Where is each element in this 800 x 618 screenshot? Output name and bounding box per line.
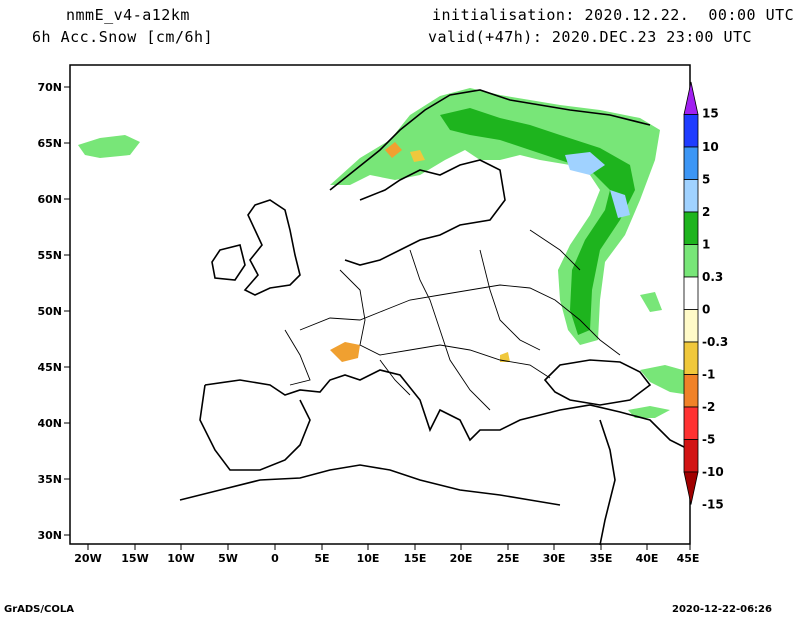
footer-left: GrADS/COLA: [4, 604, 74, 615]
legend-label: -1: [702, 368, 715, 382]
lon-label: 10E: [357, 552, 380, 565]
legend-label: -10: [702, 465, 724, 479]
legend-swatch: [683, 406, 699, 440]
lat-label: 65N: [37, 137, 62, 150]
snow-shading: [78, 88, 690, 418]
footer-right: 2020-12-22-06:26: [672, 604, 772, 615]
lon-label: 15E: [404, 552, 427, 565]
lon-label: 20E: [450, 552, 473, 565]
legend-swatch: [683, 471, 699, 505]
legend-swatch: [683, 374, 699, 408]
legend-label: 0: [702, 303, 710, 317]
lon-label: 20W: [74, 552, 101, 565]
lat-axis: [64, 86, 70, 536]
lat-label: 45N: [37, 361, 62, 374]
legend-label: 1: [702, 238, 710, 252]
legend-swatch: [683, 439, 699, 473]
lat-label: 35N: [37, 473, 62, 486]
legend-label: 15: [702, 107, 719, 121]
lon-label: 40E: [636, 552, 659, 565]
lon-label: 5W: [218, 552, 238, 565]
legend-swatch: [683, 114, 699, 148]
valid-time: valid(+47h): 2020.DEC.23 23:00 UTC: [428, 28, 753, 46]
lon-label: 15W: [121, 552, 148, 565]
legend-label: -2: [702, 400, 715, 414]
lat-label: 60N: [37, 193, 62, 206]
legend-swatch: [683, 341, 699, 375]
lon-label: 35E: [590, 552, 613, 565]
lon-label: 0: [271, 552, 279, 565]
lon-label: 25E: [497, 552, 520, 565]
legend-label: 2: [702, 205, 710, 219]
legend-swatch: [683, 211, 699, 245]
legend-label: 5: [702, 173, 710, 187]
legend-swatch: [683, 244, 699, 278]
lat-label: 40N: [37, 417, 62, 430]
lon-label: 10W: [167, 552, 194, 565]
legend-swatch: [683, 276, 699, 310]
legend-label: -5: [702, 433, 715, 447]
model-title: nmmE_v4-a12km: [66, 6, 190, 24]
lat-label: 30N: [37, 529, 62, 542]
lat-label: 55N: [37, 249, 62, 262]
legend-swatch: [683, 81, 699, 115]
lon-axis: [87, 544, 691, 550]
coastlines: [179, 89, 691, 546]
legend-swatch: [683, 309, 699, 343]
lat-label: 50N: [37, 305, 62, 318]
legend-label: 10: [702, 140, 719, 154]
legend-label: 0.3: [702, 270, 723, 284]
legend-label: -0.3: [702, 335, 728, 349]
country-borders: [284, 229, 621, 411]
legend-swatch: [683, 146, 699, 180]
lat-label: 70N: [37, 81, 62, 94]
legend-swatch: [683, 179, 699, 213]
lon-label: 5E: [314, 552, 329, 565]
field-title: 6h Acc.Snow [cm/6h]: [32, 28, 214, 46]
legend-label: -15: [702, 498, 724, 512]
lon-label: 45E: [677, 552, 700, 565]
color-legend: 15 10 5 2 1 0.3 0 -0.3 -1 -2 -5 -10 -15: [683, 81, 728, 512]
init-time: initialisation: 2020.12.22. 00:00 UTC: [432, 6, 795, 24]
lon-label: 30E: [543, 552, 566, 565]
